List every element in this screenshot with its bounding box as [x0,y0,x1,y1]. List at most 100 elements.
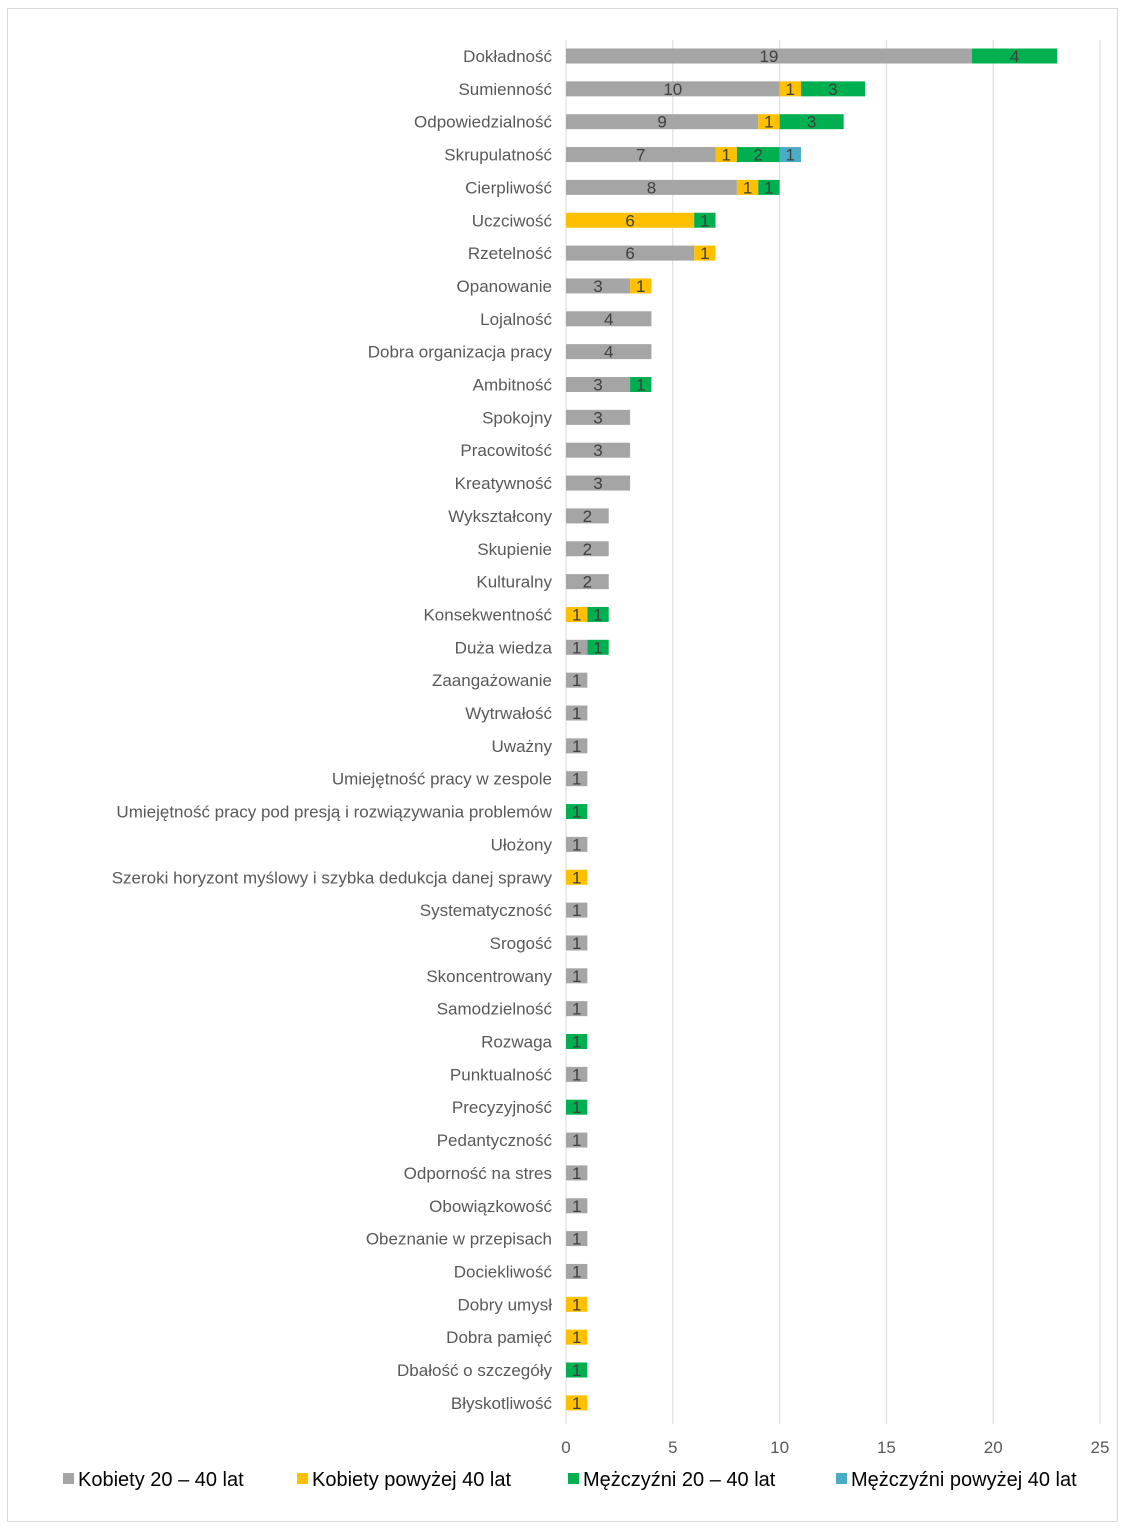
bar-segment [566,672,588,688]
data-label: 3 [807,113,816,132]
category-label: Dbałość o szczegóły [397,1361,552,1380]
bar-segment [566,738,588,754]
category-label: Ułożony [491,835,553,854]
bar-segment [566,606,588,622]
bar-segment [630,377,652,392]
bar-segment [779,81,801,97]
data-label: 1 [572,605,581,624]
bar-segment [566,639,588,655]
data-label: 1 [764,178,773,197]
category-label: Kulturalny [476,573,552,592]
bar-segment [566,705,588,721]
category-label: Wytrwałość [465,704,552,723]
bar-segment [566,245,695,261]
data-label: 3 [593,408,602,427]
data-label: 1 [572,835,581,854]
category-label: Pracowitość [460,441,552,460]
bar-segment [566,1066,588,1082]
bar-segment [566,935,588,951]
bar-segment [566,179,737,195]
bar-segment [715,147,737,163]
data-label: 1 [572,1262,581,1281]
data-label: 3 [593,277,602,296]
data-label: 1 [721,146,730,165]
data-label: 10 [663,80,682,99]
data-label: 7 [636,146,645,165]
bar-segment [587,639,609,655]
data-label: 1 [572,934,581,953]
bar-segment [694,212,716,228]
data-label: 9 [657,113,666,132]
data-label: 1 [636,277,645,296]
category-label: Wykształcony [448,507,552,526]
bar-segment [566,1001,588,1017]
data-label: 1 [700,211,709,230]
category-label: Spokojny [482,408,552,427]
category-label: Obeznanie w przepisach [366,1230,552,1249]
category-label: Dociekliwość [454,1262,553,1281]
category-label: Zaangażowanie [432,671,552,690]
bar-segment [566,278,631,294]
data-label: 1 [572,704,581,723]
data-label: 1 [572,1295,581,1314]
category-label: Sumienność [458,80,552,99]
category-label: Dokładność [463,47,552,66]
data-label: 1 [593,605,602,624]
bar-segment [566,541,609,557]
bar-segment [694,245,716,261]
data-label: 1 [572,1361,581,1380]
bar-segment [566,1329,588,1345]
category-label: Pedantyczność [437,1131,553,1150]
category-label: Srogość [490,934,553,953]
legend-label: Kobiety powyżej 40 lat [312,1469,511,1491]
data-label: 1 [572,1230,581,1249]
data-label: 8 [647,178,656,197]
gridlines [565,40,1101,1424]
data-label: 1 [572,967,581,986]
data-label: 1 [593,638,602,657]
bar-segment [566,147,716,163]
bar-segment [566,1395,588,1411]
legend: Kobiety 20 – 40 lat Kobiety powyżej 40 la… [63,1469,1077,1491]
bar-segment [566,1165,588,1181]
bar-segment [566,409,631,425]
bar-segment [566,804,588,820]
bar-segment [566,1132,588,1148]
bar-segment [566,1198,588,1214]
data-label: 1 [572,737,581,756]
category-label: Cierpliwość [465,178,552,197]
data-label: 2 [754,146,763,165]
data-label: 1 [572,1098,581,1117]
legend-label: Kobiety 20 – 40 lat [78,1469,244,1491]
data-label: 3 [593,474,602,493]
bar-segment [566,1034,588,1049]
bar-segment [758,114,780,130]
x-tick-label: 0 [561,1438,570,1457]
data-label: 1 [572,671,581,690]
category-label: Lojalność [480,310,552,329]
data-label: 2 [583,540,592,559]
legend-swatch [568,1473,579,1484]
chart-frame [7,8,1118,1522]
data-label: 1 [572,638,581,657]
data-label: 1 [572,901,581,920]
x-tick-label: 15 [877,1438,896,1457]
bar-segment [566,377,631,392]
category-label: Szeroki horyzont myślowy i szybka dedukc… [112,868,553,887]
category-label: Skupienie [477,540,552,559]
category-label: Skoncentrowany [426,967,552,986]
bar-segment [566,344,652,360]
bar-segment [566,81,780,97]
x-tick-label: 5 [668,1438,677,1457]
legend-swatch [297,1473,308,1484]
bar-segment [758,179,780,195]
x-tick-label: 25 [1091,1438,1110,1457]
category-label: Odporność na stres [404,1164,552,1183]
data-label: 4 [604,343,613,362]
bar-segment [566,1099,588,1115]
data-label: 1 [764,113,773,132]
category-label: Konsekwentność [423,605,552,624]
category-label: Uważny [492,737,553,756]
data-label: 2 [583,507,592,526]
